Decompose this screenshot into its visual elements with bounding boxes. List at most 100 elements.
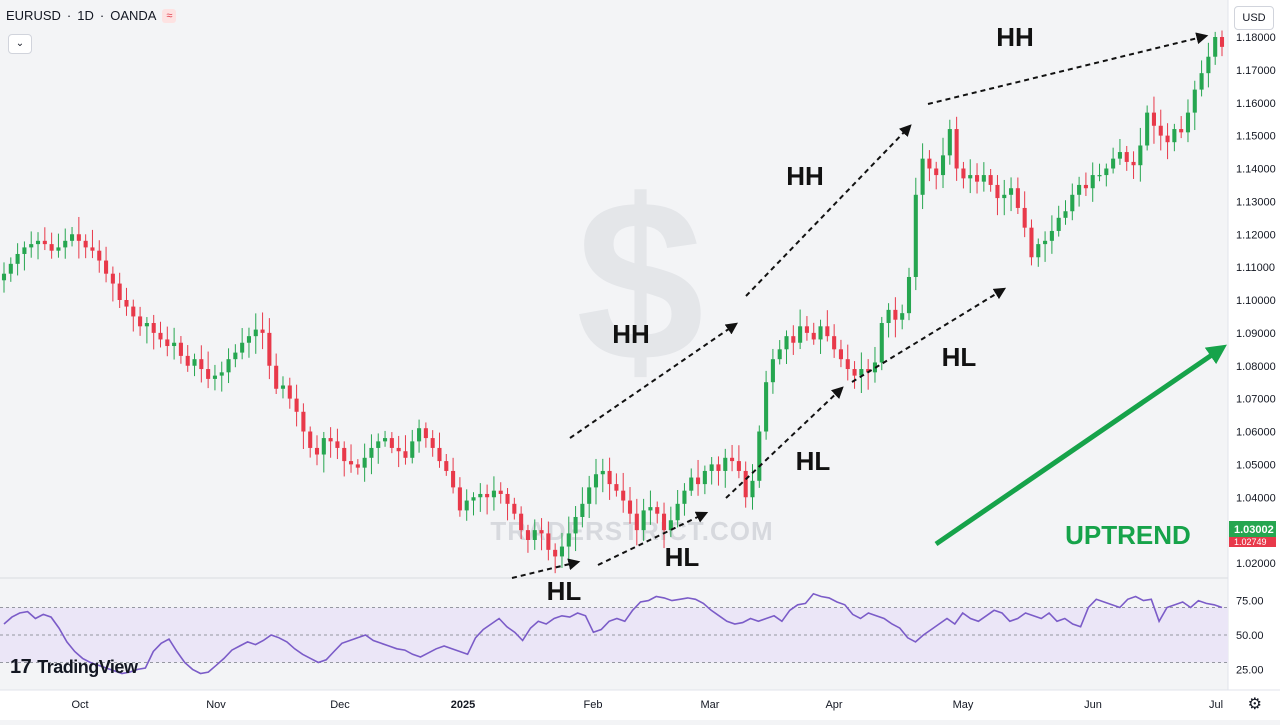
candle-body: [879, 323, 884, 363]
candle-body: [696, 477, 701, 485]
candle-body: [1090, 175, 1095, 189]
dashed-trend-arrow: [745, 124, 912, 297]
candle-body: [267, 332, 272, 366]
separator: ·: [99, 8, 105, 23]
rsi-tick-label: 75.00: [1236, 596, 1264, 608]
tradingview-logo[interactable]: 17 TradingView: [10, 656, 138, 679]
candle-body: [818, 326, 823, 340]
candle-body: [104, 260, 109, 274]
symbol-header[interactable]: EURUSD · 1D · OANDA ≈: [6, 8, 177, 23]
candle-body: [97, 250, 102, 261]
candle-body: [206, 369, 211, 379]
interval-label[interactable]: 1D: [77, 8, 94, 23]
candle-body: [736, 461, 741, 471]
candle-body: [1029, 227, 1034, 258]
candle-body: [403, 451, 408, 458]
candle-body: [1083, 184, 1088, 189]
candle-body: [764, 382, 769, 432]
last-price-tag: [1229, 521, 1276, 537]
candle-body: [144, 323, 149, 327]
candle-body: [348, 461, 354, 465]
candle-body: [859, 369, 864, 376]
candle-body: [396, 447, 401, 452]
candle-body: [832, 336, 837, 350]
candle-body: [519, 513, 524, 531]
candle-body: [730, 457, 735, 462]
candle-body: [1117, 152, 1122, 159]
candle-body: [498, 490, 503, 494]
dashed-trend-arrow: [851, 287, 1007, 383]
candle-body: [648, 507, 653, 511]
candle-body: [212, 375, 217, 379]
candle-body: [76, 234, 81, 241]
candle-body: [70, 234, 75, 241]
swing-label: HL: [547, 576, 582, 606]
candle-body: [1124, 152, 1129, 162]
separator: ·: [66, 8, 72, 23]
price-tick-label: 1.12000: [1236, 229, 1276, 241]
time-tick-label: Mar: [701, 699, 720, 711]
candle-body: [485, 493, 490, 498]
candle-body: [1009, 188, 1014, 195]
candle-body: [165, 339, 170, 347]
gear-icon[interactable]: ⚙: [1247, 696, 1262, 713]
candle-body: [1131, 161, 1136, 166]
candle-body: [1104, 168, 1109, 176]
swing-label: HL: [665, 542, 700, 572]
price-tick-label: 1.02000: [1236, 558, 1276, 570]
candle-body: [906, 276, 912, 314]
dashed-trend-arrow: [927, 32, 1209, 105]
candle-body: [920, 158, 925, 195]
candle-body: [600, 470, 605, 475]
candle-body: [253, 329, 258, 337]
candle-body: [178, 342, 183, 356]
candle-body: [804, 326, 809, 333]
candle-body: [1097, 175, 1102, 177]
prev-price-label: 1.02749: [1234, 537, 1267, 547]
candle-body: [702, 470, 707, 485]
candle-body: [866, 369, 871, 373]
candle-body: [124, 300, 129, 307]
candle-body: [1, 273, 7, 281]
currency-button[interactable]: USD: [1234, 6, 1274, 30]
candle-body: [1145, 112, 1150, 146]
candle-body: [1063, 211, 1068, 218]
candle-body: [1077, 184, 1082, 195]
candle-body: [478, 493, 483, 498]
candle-body: [15, 253, 20, 264]
price-tick-label: 1.16000: [1236, 98, 1276, 110]
price-tick-label: 1.05000: [1236, 459, 1276, 471]
candle-body: [845, 359, 850, 370]
candle-body: [294, 398, 299, 412]
candle-body: [1022, 207, 1027, 228]
wave-icon[interactable]: ≈: [162, 8, 177, 23]
candle-body: [1172, 129, 1177, 143]
candle-body: [491, 490, 496, 498]
price-tick-label: 1.09000: [1236, 328, 1276, 340]
swing-label: HL: [942, 342, 977, 372]
candle-body: [1185, 112, 1191, 133]
dashed-trend-arrow: [569, 322, 738, 439]
candle-body: [1036, 244, 1041, 258]
rsi-tick-label: 50.00: [1236, 630, 1264, 642]
candle-body: [893, 309, 898, 320]
candle-body: [1015, 188, 1020, 208]
candle-body: [1199, 73, 1204, 90]
rsi-tick-label: 25.00: [1236, 664, 1264, 676]
collapse-legend-button[interactable]: ⌄: [8, 34, 32, 54]
dashed-trend-arrow: [511, 558, 581, 579]
candle-body: [1151, 112, 1156, 126]
candle-body: [1002, 194, 1007, 199]
time-tick-label: 2025: [451, 699, 475, 711]
candle-body: [451, 470, 456, 488]
time-axis-panel: [0, 690, 1280, 720]
candle-body: [260, 329, 265, 333]
candle-body: [709, 464, 714, 471]
candle-body: [1043, 240, 1048, 245]
candle-body: [546, 533, 551, 550]
price-tick-label: 1.15000: [1236, 131, 1276, 143]
candle-body: [668, 520, 673, 531]
price-tick-label: 1.13000: [1236, 196, 1276, 208]
